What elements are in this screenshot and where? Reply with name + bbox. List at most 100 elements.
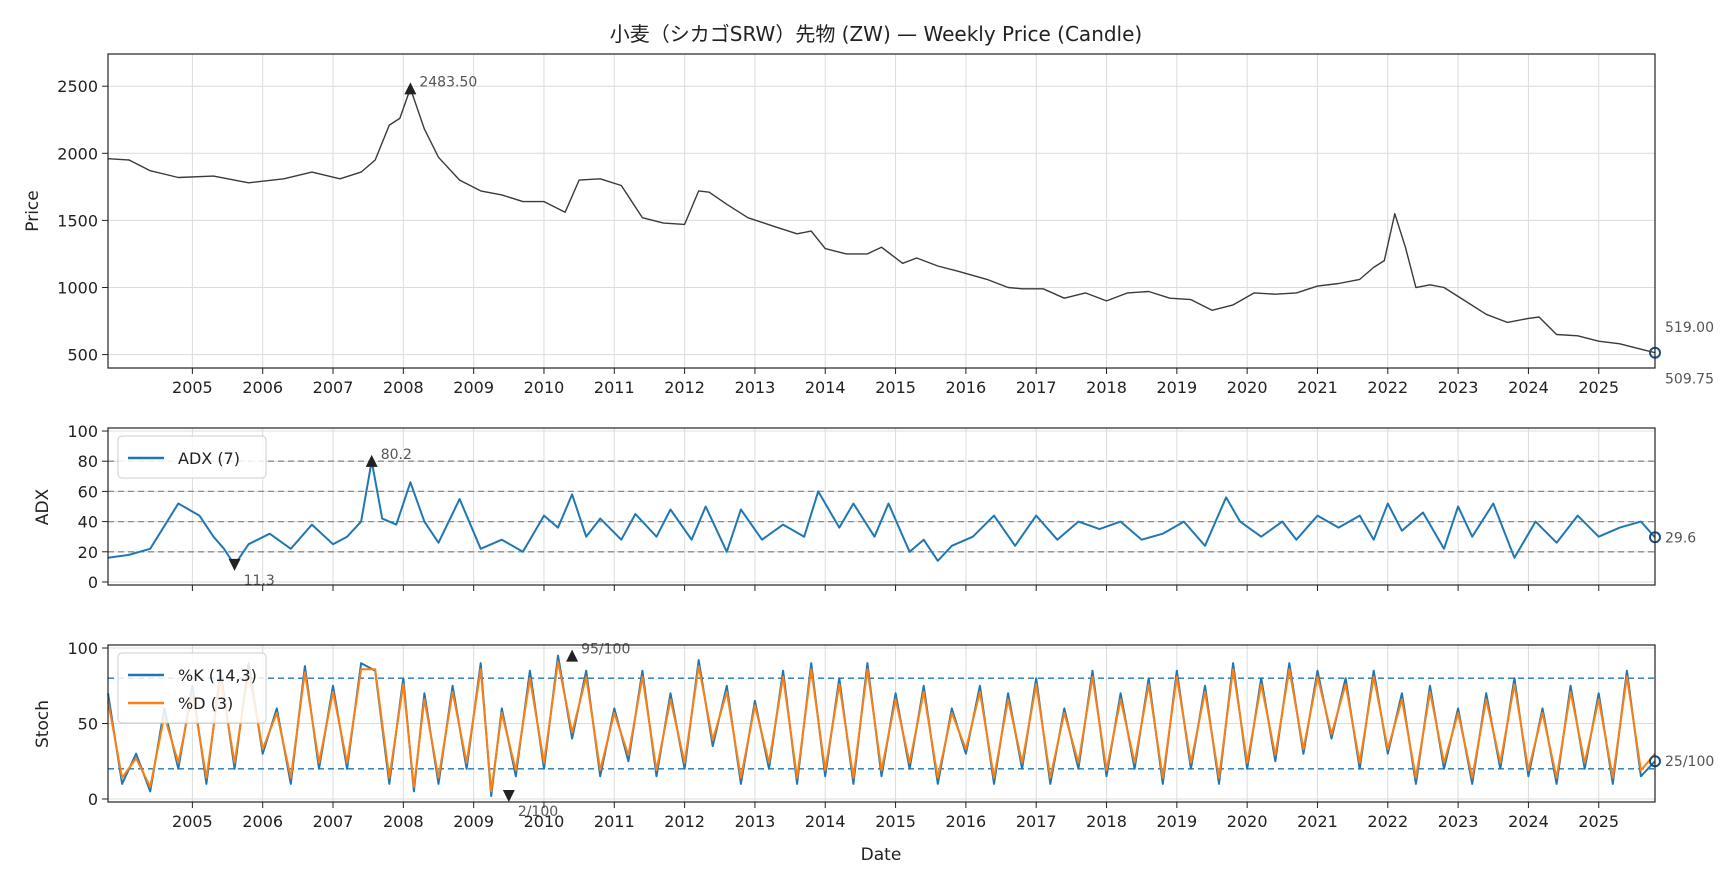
x-tick-label: 2015 bbox=[875, 812, 916, 831]
y-tick-label: 2000 bbox=[57, 144, 98, 163]
x-tick-label: 2013 bbox=[735, 378, 776, 397]
y-tick-label: 100 bbox=[67, 422, 98, 441]
x-tick-label: 2025 bbox=[1578, 378, 1619, 397]
adx-legend-box bbox=[117, 435, 267, 479]
x-tick-label: 2015 bbox=[875, 378, 916, 397]
y-tick-label: 80 bbox=[78, 452, 98, 471]
x-tick-label: 2021 bbox=[1297, 378, 1338, 397]
x-tick-label: 2008 bbox=[383, 812, 424, 831]
y-tick-label: 0 bbox=[88, 573, 98, 592]
y-tick-label: 40 bbox=[78, 513, 98, 532]
y-tick-label: 100 bbox=[67, 639, 98, 658]
y-tick-label: 2500 bbox=[57, 77, 98, 96]
x-tick-label: 2010 bbox=[524, 812, 565, 831]
stoch-series-line-1 bbox=[107, 660, 1656, 793]
adx-legend: ADX (7) bbox=[117, 435, 267, 479]
chart-title: 小麦（シカゴSRW）先物 (ZW) — Weekly Price (Candle… bbox=[610, 22, 1142, 46]
x-tick-label: 2005 bbox=[172, 812, 213, 831]
x-tick-label: 2009 bbox=[453, 812, 494, 831]
x-tick-label: 2016 bbox=[946, 378, 987, 397]
price-x-ticks: 2005 2006 2007 2008 2009 2010 2011 2012 2013 2014… bbox=[172, 368, 1619, 397]
stoch-min-label: 2/100 bbox=[518, 804, 558, 820]
x-tick-label: 2009 bbox=[453, 378, 494, 397]
stoch-max-label: 95/100 bbox=[581, 642, 630, 658]
x-tick-label: 2013 bbox=[735, 812, 776, 831]
y-tick-label: 0 bbox=[88, 790, 98, 809]
x-tick-label: 2005 bbox=[172, 378, 213, 397]
x-tick-label: 2018 bbox=[1086, 812, 1127, 831]
adx-panel: 80.2 11.3 29.6 0 20 40 60 80 100 ADX ADX (7) bbox=[33, 422, 1696, 592]
price-plot-frame bbox=[107, 53, 1656, 369]
adx-max-marker bbox=[365, 454, 378, 467]
x-tick-label: 2020 bbox=[1227, 378, 1268, 397]
price-series-line-0 bbox=[107, 87, 1656, 354]
stoch-legend-label: %K (14,3) bbox=[178, 666, 257, 685]
x-tick-label: 2014 bbox=[805, 378, 846, 397]
adx-plot-frame bbox=[107, 427, 1656, 586]
adx-legend-label: ADX (7) bbox=[178, 449, 240, 468]
adx-last-value-label: 29.6 bbox=[1665, 530, 1696, 546]
x-axis-label: Date bbox=[861, 845, 902, 865]
y-tick-label: 50 bbox=[78, 715, 98, 734]
x-tick-label: 2016 bbox=[946, 812, 987, 831]
x-tick-label: 2022 bbox=[1367, 378, 1408, 397]
x-tick-label: 2008 bbox=[383, 378, 424, 397]
stoch-x-ticks: 2005 2006 2007 2008 2009 2010 2011 2012 2013 2014… bbox=[172, 802, 1619, 831]
x-tick-label: 2006 bbox=[242, 812, 283, 831]
x-tick-label: 2012 bbox=[664, 812, 705, 831]
x-tick-label: 2018 bbox=[1086, 378, 1127, 397]
x-tick-label: 2023 bbox=[1438, 812, 1479, 831]
x-tick-label: 2012 bbox=[664, 378, 705, 397]
x-tick-label: 2017 bbox=[1016, 378, 1057, 397]
x-tick-label: 2011 bbox=[594, 812, 635, 831]
stoch-y-axis-label: Stoch bbox=[33, 700, 53, 748]
price-last-value-label: 519.00 bbox=[1665, 320, 1714, 336]
y-tick-label: 60 bbox=[78, 482, 98, 501]
stoch-last-value-label: 25/100 bbox=[1665, 754, 1714, 770]
price-last-value-label: 509.75 bbox=[1665, 371, 1714, 387]
y-tick-label: 1000 bbox=[57, 278, 98, 297]
stoch-max-marker bbox=[566, 649, 579, 662]
x-tick-label: 2023 bbox=[1438, 378, 1479, 397]
adx-max-label: 80.2 bbox=[381, 447, 412, 463]
adx-plot-background bbox=[108, 428, 1655, 585]
x-tick-label: 2006 bbox=[242, 378, 283, 397]
adx-min-marker bbox=[228, 558, 241, 571]
stoch-legend-box bbox=[117, 652, 267, 724]
price-plot-background bbox=[108, 54, 1655, 368]
adx-y-ticks: 0 20 40 60 80 100 bbox=[67, 422, 108, 592]
x-tick-label: 2010 bbox=[524, 378, 565, 397]
y-tick-label: 1500 bbox=[57, 211, 98, 230]
x-tick-label: 2007 bbox=[313, 812, 354, 831]
x-tick-label: 2017 bbox=[1016, 812, 1057, 831]
x-tick-label: 2014 bbox=[805, 812, 846, 831]
adx-x-ticks bbox=[191, 585, 1600, 591]
stoch-legend: %K (14,3) %D (3) bbox=[117, 652, 267, 724]
x-tick-label: 2019 bbox=[1156, 378, 1197, 397]
x-tick-label: 2007 bbox=[313, 378, 354, 397]
x-tick-label: 2020 bbox=[1227, 812, 1268, 831]
price-grid bbox=[108, 54, 1655, 368]
x-tick-label: 2025 bbox=[1578, 812, 1619, 831]
adx-y-axis-label: ADX bbox=[33, 488, 53, 525]
x-tick-label: 2011 bbox=[594, 378, 635, 397]
stoch-y-ticks: 0 50 100 bbox=[67, 639, 108, 809]
x-tick-label: 2024 bbox=[1508, 812, 1549, 831]
x-tick-label: 2021 bbox=[1297, 812, 1338, 831]
price-y-ticks: 500 1000 1500 2000 2500 bbox=[57, 77, 108, 365]
adx-series-line-0 bbox=[107, 459, 1656, 566]
stoch-min-marker bbox=[502, 789, 515, 802]
y-tick-label: 20 bbox=[78, 543, 98, 562]
adx-min-label: 11.3 bbox=[244, 573, 275, 589]
price-annotations: 2483.50 519.00 509.75 bbox=[404, 74, 1714, 387]
x-tick-label: 2024 bbox=[1508, 378, 1549, 397]
y-tick-label: 500 bbox=[67, 346, 98, 365]
stoch-legend-label: %D (3) bbox=[178, 694, 233, 713]
price-max-marker bbox=[404, 82, 417, 95]
price-max-label: 2483.50 bbox=[419, 74, 477, 90]
x-tick-label: 2022 bbox=[1367, 812, 1408, 831]
